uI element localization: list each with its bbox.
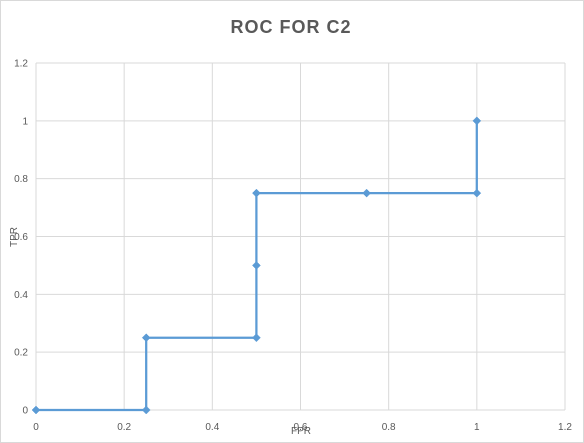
y-tick-label: 0.8 [14,174,28,185]
data-point [141,333,151,343]
y-tick-label: 1.2 [14,59,28,70]
x-tick-label: 1 [474,422,480,433]
y-tick-label: 0.2 [14,348,28,359]
x-tick-label: 0.2 [117,422,131,433]
x-tick-label: 0.8 [382,422,396,433]
data-point [252,333,261,343]
x-tick-label: 0.6 [294,422,308,433]
x-tick-label: 1.2 [558,422,572,433]
y-axis-label: TPR [9,227,20,247]
x-axis-label: FPR [291,426,311,437]
data-point [362,188,371,198]
tick-labels: 0 0.2 0.4 0.6 0.8 1 1.2 0 0.2 0.4 0.6 0.8 1 1.2 [14,59,572,434]
grid [35,62,566,411]
data-point [472,188,482,198]
y-tick-label: 0.6 [14,232,28,243]
x-tick-label: 0.4 [205,422,219,433]
y-tick-label: 1 [22,116,28,127]
series-layer [31,116,482,415]
data-point [252,261,261,270]
data-point [472,116,482,126]
x-tick-label: 0 [33,422,39,433]
data-point [252,188,261,198]
data-point [31,405,41,415]
y-tick-label: 0 [22,406,28,417]
data-point [141,405,151,415]
y-tick-label: 0.4 [14,290,28,301]
chart-title: ROC FOR C2 [230,17,351,37]
